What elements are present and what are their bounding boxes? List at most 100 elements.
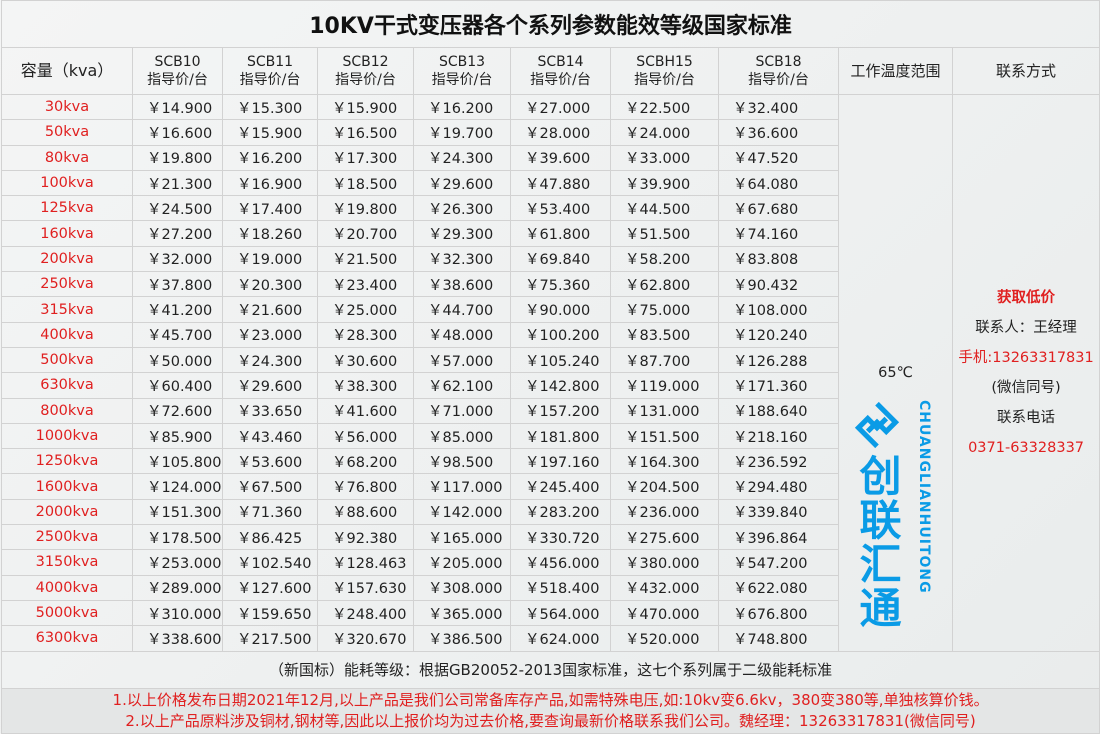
price-cell: ￥90.432 (718, 271, 839, 298)
price-cell: ￥24.300 (413, 144, 511, 171)
table-row: 1600kva ￥124.000 ￥67.500 ￥76.800 ￥117.000 ￥24… (1, 473, 1100, 500)
phone-label: 联系电话 (997, 409, 1056, 426)
price-cell: ￥171.360 (718, 372, 839, 399)
price-cell: ￥67.680 (718, 195, 839, 222)
price-cell: ￥17.300 (317, 144, 414, 171)
price-cell: ￥92.380 (317, 524, 414, 551)
price-cell: ￥60.400 (132, 372, 223, 399)
price-cell: ￥33.650 (222, 397, 318, 424)
capacity-cell: 125kva (1, 195, 133, 222)
price-cell: ￥124.000 (132, 473, 223, 500)
price-cell: ￥83.808 (718, 245, 839, 273)
price-cell: ￥74.160 (718, 220, 839, 247)
price-cell: ￥181.800 (510, 422, 611, 450)
table-row: 200kva ￥32.000 ￥19.000 ￥21.500 ￥32.300 ￥69.84… (1, 245, 1100, 273)
price-cell: ￥676.800 (718, 599, 839, 627)
phone-number[interactable]: 0371-63328337 (968, 439, 1085, 456)
table-row: 4000kva ￥289.000 ￥127.600 ￥157.630 ￥308.000 ￥… (1, 574, 1100, 601)
price-cell: ￥69.840 (510, 245, 611, 273)
price-cell: ￥36.600 (718, 119, 839, 146)
price-cell: ￥547.200 (718, 549, 839, 576)
capacity-cell: 1600kva (1, 473, 133, 500)
unit-label: 指导价/台 (335, 72, 396, 88)
header-series-scbh15: SCBH15 指导价/台 (610, 47, 719, 95)
price-cell: ￥45.700 (132, 321, 223, 348)
price-cell: ￥117.000 (413, 473, 511, 500)
price-cell: ￥142.000 (413, 498, 511, 526)
price-cell: ￥310.000 (132, 599, 223, 627)
temp-range: 65℃ (838, 94, 953, 652)
price-cell: ￥105.800 (132, 448, 223, 475)
table-row: 160kva ￥27.200 ￥18.260 ￥20.700 ￥29.300 ￥61.80… (1, 220, 1100, 247)
price-cell: ￥15.900 (222, 119, 318, 146)
price-cell: ￥151.500 (610, 422, 719, 450)
price-cell: ￥165.000 (413, 524, 511, 551)
contact-person: 联系人：王经理 (975, 319, 1077, 336)
price-cell: ￥308.000 (413, 574, 511, 601)
price-cell: ￥142.800 (510, 372, 611, 399)
mobile-number[interactable]: 手机:13263317831 (958, 349, 1094, 366)
price-cell: ￥380.000 (610, 549, 719, 576)
price-cell: ￥71.360 (222, 498, 318, 526)
price-cell: ￥22.500 (610, 93, 719, 121)
page-title: 10KV干式变压器各个系列参数能效等级国家标准 (0, 0, 1100, 48)
price-cell: ￥37.800 (132, 271, 223, 298)
capacity-cell: 5000kva (1, 599, 133, 627)
header-series-scb18: SCB18 指导价/台 (718, 47, 839, 95)
price-cell: ￥131.000 (610, 397, 719, 424)
price-cell: ￥41.600 (317, 397, 414, 424)
price-cell: ￥23.400 (317, 271, 414, 298)
price-cell: ￥39.900 (610, 169, 719, 197)
price-cell: ￥19.800 (132, 144, 223, 171)
price-cell: ￥38.300 (317, 372, 414, 399)
price-cell: ￥253.000 (132, 549, 223, 576)
header-contact: 联系方式 (951, 47, 1100, 95)
price-cell: ￥44.500 (610, 195, 719, 222)
capacity-cell: 200kva (1, 245, 133, 273)
get-price-link[interactable]: 获取低价 (997, 289, 1056, 306)
price-cell: ￥236.592 (718, 448, 839, 475)
series-name: SCB18 (755, 54, 802, 70)
table-row: 250kva ￥37.800 ￥20.300 ￥23.400 ￥38.600 ￥75.36… (1, 271, 1100, 298)
series-name: SCB12 (342, 54, 389, 70)
price-cell: ￥27.200 (132, 220, 223, 247)
table-row: 3150kva ￥253.000 ￥102.540 ￥128.463 ￥205.000 ￥… (1, 549, 1100, 576)
price-cell: ￥28.300 (317, 321, 414, 348)
capacity-cell: 630kva (1, 372, 133, 399)
price-cell: ￥14.900 (132, 93, 223, 121)
unit-label: 指导价/台 (748, 72, 809, 88)
table-row: 6300kva ￥338.600 ￥217.500 ￥320.670 ￥386.500 ￥… (1, 625, 1100, 652)
price-cell: ￥23.000 (222, 321, 318, 348)
series-name: SCB10 (154, 54, 201, 70)
table-row: 50kva ￥16.600 ￥15.900 ￥16.500 ￥19.700 ￥28.000… (1, 119, 1100, 146)
capacity-cell: 250kva (1, 271, 133, 298)
price-cell: ￥24.500 (132, 195, 223, 222)
table-row: 30kva ￥14.900 ￥15.300 ￥15.900 ￥16.200 ￥27.000… (1, 93, 1100, 652)
unit-label: 指导价/台 (634, 72, 695, 88)
price-cell: ￥217.500 (222, 625, 318, 652)
series-name: SCBH15 (636, 54, 693, 70)
price-cell: ￥19.000 (222, 245, 318, 273)
price-cell: ￥100.200 (510, 321, 611, 348)
unit-label: 指导价/台 (431, 72, 493, 88)
price-cell: ￥58.200 (610, 245, 719, 273)
table-row: 630kva ￥60.400 ￥29.600 ￥38.300 ￥62.100 ￥142.8… (1, 372, 1100, 399)
header-series-scb14: SCB14 指导价/台 (510, 47, 611, 95)
price-cell: ￥108.000 (718, 296, 839, 323)
price-cell: ￥47.520 (718, 144, 839, 171)
price-cell: ￥21.500 (317, 245, 414, 273)
price-cell: ￥16.600 (132, 119, 223, 146)
series-name: SCB13 (438, 54, 486, 70)
price-cell: ￥76.800 (317, 473, 414, 500)
price-cell: ￥178.500 (132, 524, 223, 551)
price-cell: ￥29.600 (413, 169, 511, 197)
price-cell: ￥470.000 (610, 599, 719, 627)
capacity-cell: 100kva (1, 169, 133, 197)
price-cell: ￥47.880 (510, 169, 611, 197)
price-cell: ￥50.000 (132, 346, 223, 374)
price-cell: ￥16.200 (413, 93, 511, 121)
table-row: 800kva ￥72.600 ￥33.650 ￥41.600 ￥71.000 ￥157.2… (1, 397, 1100, 424)
price-cell: ￥236.000 (610, 498, 719, 526)
price-cell: ￥28.000 (510, 119, 611, 146)
price-cell: ￥248.400 (317, 599, 414, 627)
